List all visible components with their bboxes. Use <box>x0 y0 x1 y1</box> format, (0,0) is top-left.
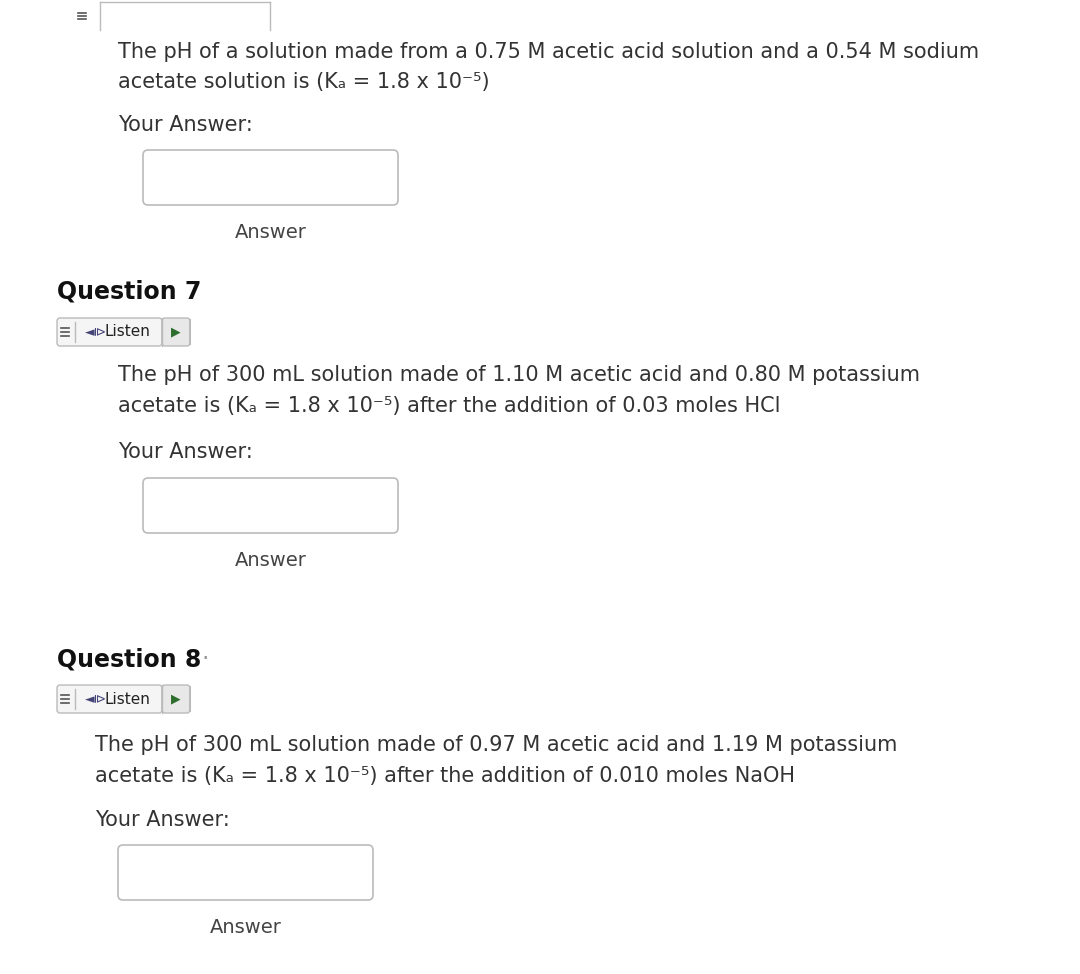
Text: Your Answer:: Your Answer: <box>118 115 253 135</box>
Text: acetate is (Kₐ = 1.8 x 10⁻⁵) after the addition of 0.03 moles HCl: acetate is (Kₐ = 1.8 x 10⁻⁵) after the a… <box>118 396 781 416</box>
Text: ·: · <box>202 647 210 671</box>
Text: The pH of a solution made from a 0.75 M acetic acid solution and a 0.54 M sodium: The pH of a solution made from a 0.75 M … <box>118 42 980 62</box>
FancyBboxPatch shape <box>118 845 373 900</box>
FancyBboxPatch shape <box>57 685 162 713</box>
FancyBboxPatch shape <box>143 150 399 205</box>
Text: ▶: ▶ <box>172 325 180 339</box>
Text: ◄⧐: ◄⧐ <box>85 325 107 339</box>
Text: acetate solution is (Kₐ = 1.8 x 10⁻⁵): acetate solution is (Kₐ = 1.8 x 10⁻⁵) <box>118 72 489 92</box>
Text: ◄⧐: ◄⧐ <box>85 693 107 705</box>
Text: acetate is (Kₐ = 1.8 x 10⁻⁵) after the addition of 0.010 moles NaOH: acetate is (Kₐ = 1.8 x 10⁻⁵) after the a… <box>95 766 795 786</box>
Text: Listen: Listen <box>105 692 151 706</box>
FancyBboxPatch shape <box>143 478 399 533</box>
Text: Listen: Listen <box>105 324 151 340</box>
FancyBboxPatch shape <box>57 318 162 346</box>
Text: ▶: ▶ <box>172 693 180 705</box>
Text: Question 8: Question 8 <box>57 647 201 671</box>
Text: Answer: Answer <box>234 551 307 570</box>
Text: Your Answer:: Your Answer: <box>95 810 230 830</box>
Text: The pH of 300 mL solution made of 1.10 M acetic acid and 0.80 M potassium: The pH of 300 mL solution made of 1.10 M… <box>118 365 920 385</box>
FancyBboxPatch shape <box>162 318 190 346</box>
Text: Answer: Answer <box>234 223 307 242</box>
FancyBboxPatch shape <box>162 685 190 713</box>
Text: Your Answer:: Your Answer: <box>118 442 253 462</box>
Text: The pH of 300 mL solution made of 0.97 M acetic acid and 1.19 M potassium: The pH of 300 mL solution made of 0.97 M… <box>95 735 897 755</box>
Text: Answer: Answer <box>210 918 282 937</box>
Text: Question 7: Question 7 <box>57 280 201 304</box>
